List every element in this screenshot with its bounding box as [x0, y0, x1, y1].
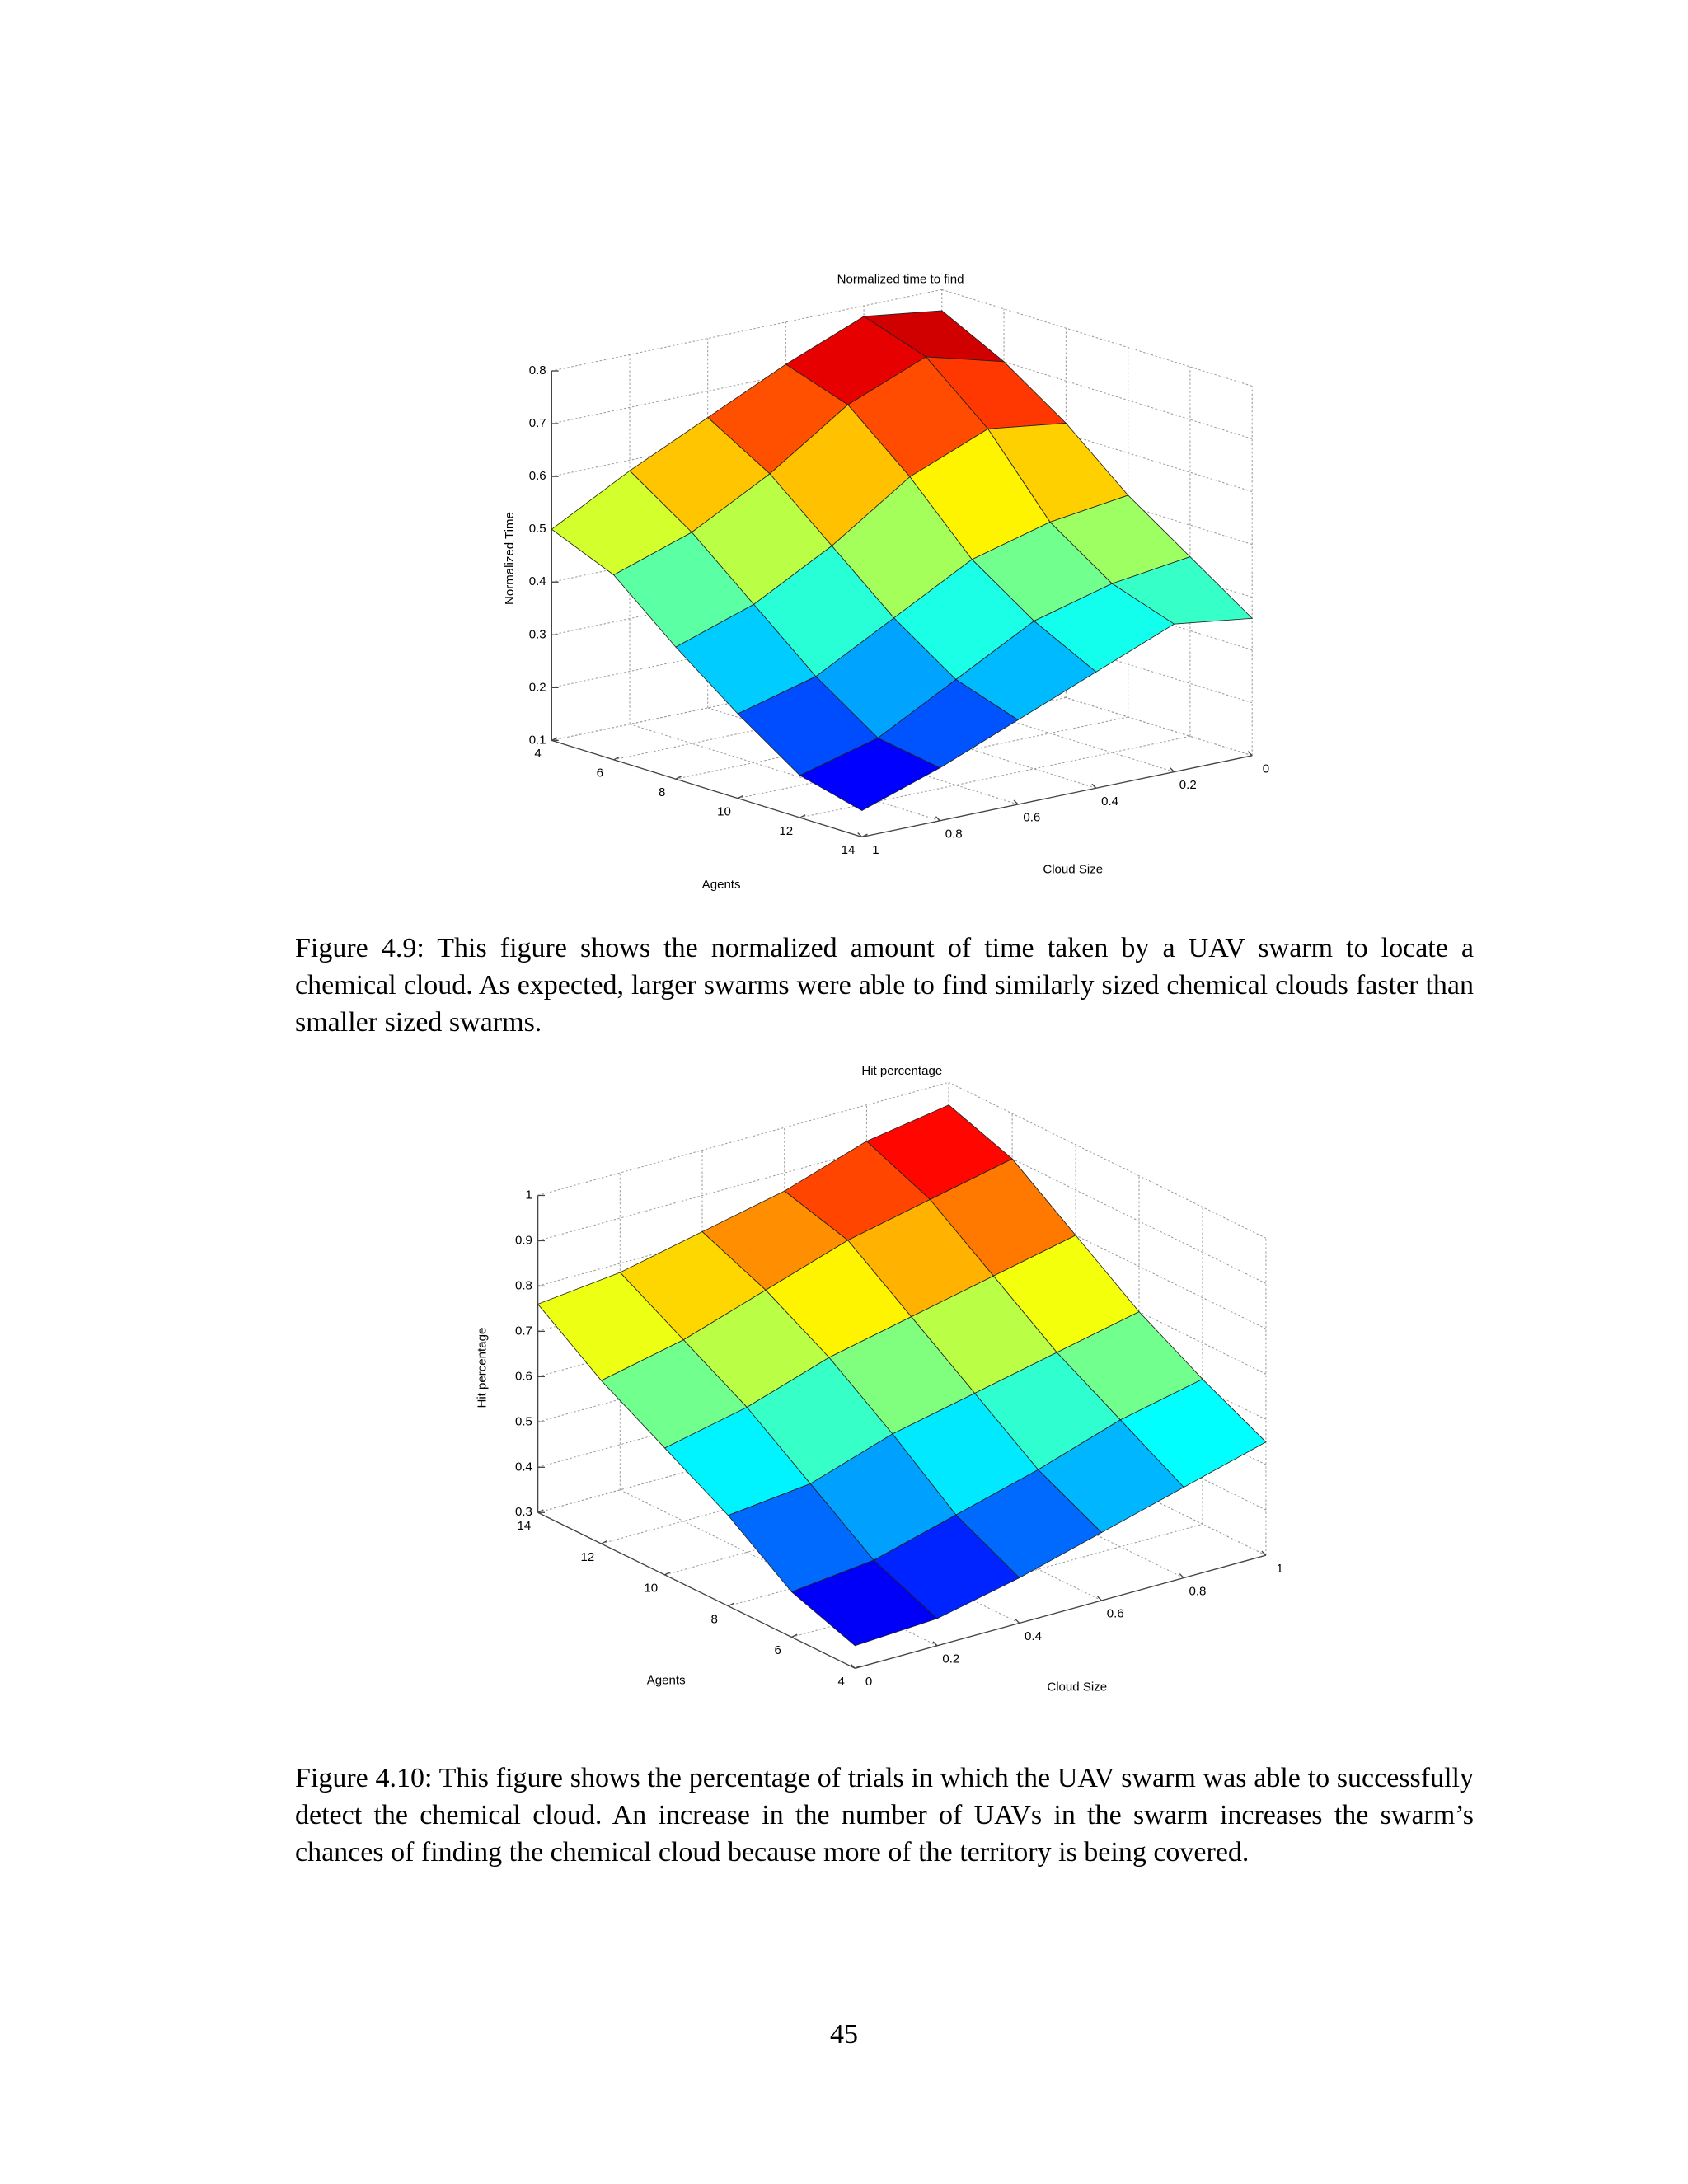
z-tick-label: 0.3 [515, 1505, 532, 1519]
x-tick-label: 12 [580, 1550, 594, 1564]
grid-line [537, 1399, 950, 1513]
grid-line [941, 288, 1253, 387]
y-tick [850, 1663, 856, 1669]
page-number: 45 [830, 2019, 858, 2050]
y-tick-label: 0.8 [945, 827, 963, 841]
z-tick-label: 0.3 [529, 627, 546, 641]
z-tick-label: 0.5 [529, 522, 546, 536]
z-tick-label: 0.8 [515, 1278, 532, 1292]
x-tick-label: 6 [775, 1643, 781, 1657]
y-tick-label: 0.4 [1025, 1629, 1042, 1643]
x-tick-label: 4 [837, 1675, 844, 1689]
z-axis-label: Normalized Time [503, 512, 517, 605]
y-tick [1261, 1550, 1267, 1556]
z-tick-label: 0.9 [515, 1233, 532, 1247]
x-tick [601, 1540, 607, 1544]
y-tick [1015, 1618, 1020, 1624]
grid-line [629, 724, 940, 822]
x-tick-label: 10 [717, 804, 731, 818]
y-tick-label: 0.6 [1107, 1607, 1124, 1621]
x-tick [613, 756, 620, 761]
y-tick-label: 1 [1276, 1562, 1282, 1576]
surface-cell [799, 738, 941, 811]
grid-line [537, 1172, 950, 1286]
y-tick [1170, 767, 1175, 773]
x-axis [551, 739, 862, 838]
grid-line [551, 288, 942, 372]
y-tick-label: 0.4 [1101, 794, 1118, 808]
y-tick-label: 0.8 [1189, 1584, 1206, 1598]
grid-line [948, 1081, 1267, 1239]
y-axis [861, 755, 1253, 838]
grid-line [537, 1353, 950, 1468]
chart-title: Normalized time to find [837, 273, 964, 287]
y-axis [855, 1554, 1267, 1669]
grid-line [537, 1081, 950, 1196]
z-tick-label: 0.4 [529, 574, 546, 588]
x-tick [551, 737, 558, 741]
y-tick-label: 0 [1263, 762, 1269, 776]
x-tick [737, 794, 744, 799]
z-tick-label: 0.5 [515, 1414, 532, 1428]
z-tick-label: 0.7 [515, 1324, 532, 1338]
x-tick-label: 12 [779, 824, 793, 838]
grid-line [664, 1461, 1076, 1576]
x-tick [675, 776, 682, 780]
z-tick-label: 0.7 [529, 416, 546, 430]
y-tick-label: 0.6 [1023, 811, 1040, 825]
z-axis-label: Hit percentage [476, 1328, 490, 1408]
x-tick-label: 14 [842, 843, 856, 857]
z-tick-label: 0.4 [515, 1460, 532, 1474]
z-tick-label: 0.6 [515, 1369, 532, 1383]
x-axis [537, 1511, 856, 1669]
y-axis-label: Cloud Size [1043, 863, 1103, 877]
z-tick-label: 0.2 [529, 680, 546, 694]
x-tick [791, 1633, 798, 1638]
x-tick [799, 814, 806, 818]
z-tick-label: 1 [526, 1188, 532, 1202]
y-tick [1091, 783, 1097, 789]
y-tick-label: 1 [872, 843, 879, 857]
x-tick [861, 833, 868, 838]
x-tick-label: 8 [659, 785, 665, 799]
x-tick [728, 1602, 734, 1607]
x-tick-label: 6 [597, 766, 603, 780]
chart-title: Hit percentage [861, 1064, 942, 1078]
y-tick [1179, 1573, 1184, 1579]
z-tick-label: 0.6 [529, 469, 546, 483]
caption: Figure 4.9: This figure shows the normal… [295, 933, 1474, 1038]
x-tick [537, 1509, 544, 1513]
surface-cell [790, 1559, 938, 1647]
x-axis-label: Agents [702, 878, 741, 892]
grid-line [537, 1127, 950, 1241]
x-tick [855, 1665, 861, 1669]
y-tick [857, 832, 863, 837]
x-tick-label: 4 [534, 747, 541, 761]
y-tick [1247, 751, 1253, 757]
x-tick-label: 10 [644, 1582, 658, 1596]
x-axis-label: Agents [647, 1673, 686, 1687]
x-tick [664, 1571, 671, 1576]
y-tick [1097, 1596, 1102, 1601]
grid-line [601, 1430, 1013, 1544]
z-tick-label: 0.8 [529, 363, 546, 377]
y-axis-label: Cloud Size [1047, 1680, 1107, 1694]
y-tick-label: 0.2 [1179, 778, 1197, 792]
x-tick-label: 8 [711, 1612, 718, 1626]
caption: Figure 4.10: This figure shows the perce… [295, 1763, 1474, 1868]
chart: 0.1 0.2 0.3 0.4 0.5 0.6 0.7 0.8 4 6 8 10 12 14 0 0.2 0.4… [503, 273, 1269, 892]
y-tick [1013, 799, 1019, 805]
y-tick-label: 0.2 [942, 1652, 959, 1666]
x-tick-label: 14 [517, 1519, 531, 1533]
y-tick [935, 816, 940, 822]
grid-line [537, 1308, 950, 1422]
z-tick-label: 0.1 [529, 733, 546, 747]
y-tick-label: 0 [865, 1675, 872, 1689]
chart: 0.30.40.50.60.70.80.9146810121400.20.40.… [476, 1064, 1283, 1694]
y-tick [932, 1641, 938, 1647]
